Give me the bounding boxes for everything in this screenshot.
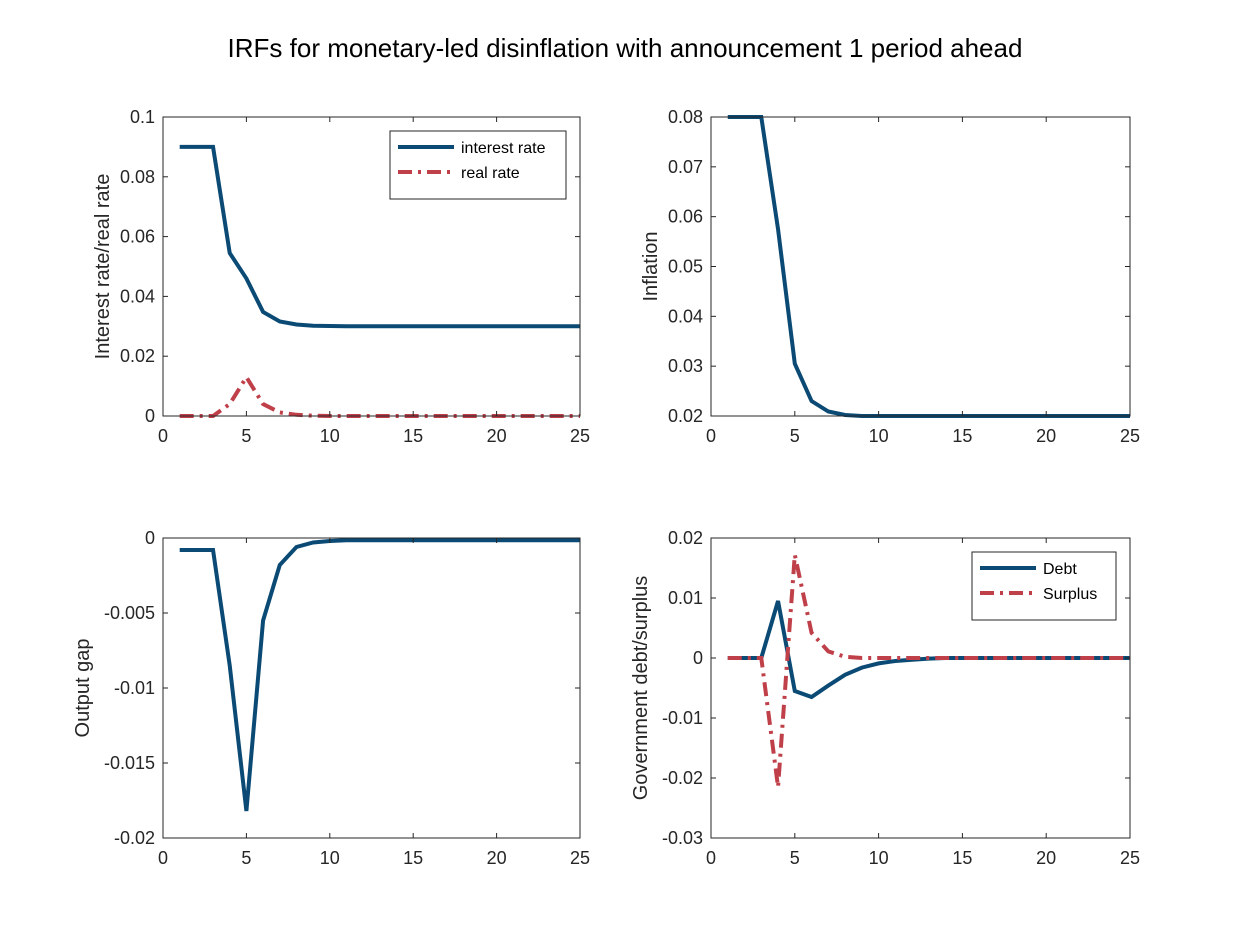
y-tick-label: 0.02	[668, 406, 703, 426]
y-tick-label: 0.04	[120, 286, 155, 306]
series-line-interest-rate	[179, 144, 580, 329]
y-tick-label: -0.01	[662, 708, 703, 728]
legend-label: Surplus	[1043, 586, 1097, 603]
chart-output-gap: 0 5 10 15 20 25 -0.02 -0.015 -0.01 -0.005 0 Output …	[72, 528, 590, 868]
y-tick-label: 0	[693, 648, 703, 668]
y-tick-label: -0.015	[104, 753, 155, 773]
axes-box	[710, 537, 1131, 839]
x-tick-label: 15	[403, 426, 423, 446]
x-tick-label: 20	[1036, 848, 1056, 868]
x-tick-label: 15	[952, 848, 972, 868]
y-tick-label: 0.04	[668, 306, 703, 326]
x-tick-label: 10	[320, 426, 340, 446]
x-tick-label: 5	[790, 848, 800, 868]
y-tick-label: 0.1	[130, 107, 155, 127]
y-tick-label: 0.02	[120, 346, 155, 366]
chart-rates: 0 5 10 15 20 25 0 0.02 0.04 0.06 0.08 0.1 Interest r…	[92, 107, 590, 446]
y-tick-label: 0.05	[668, 257, 703, 277]
figure-title: IRFs for monetary-led disinflation with …	[228, 33, 1023, 63]
chart-inflation: 0 5 10 15 20 25 0.02 0.03 0.04 0.05 0.06 0.07 0.08 In…	[640, 107, 1140, 446]
y-axis-label: Output gap	[72, 639, 94, 738]
x-tick-label: 10	[869, 426, 889, 446]
legend: Debt Surplus	[971, 551, 1117, 621]
y-axis-label: Government debt/surplus	[630, 576, 652, 801]
x-tick-label: 25	[1120, 848, 1140, 868]
x-tick-label: 15	[952, 426, 972, 446]
x-tick-label: 10	[869, 848, 889, 868]
x-tick-label: 0	[706, 426, 716, 446]
x-tick-label: 15	[403, 848, 423, 868]
x-tick-label: 20	[1036, 426, 1056, 446]
series-line-real-rate	[179, 373, 580, 418]
legend: interest rate real rate	[389, 130, 567, 200]
y-tick-label: 0.03	[668, 356, 703, 376]
legend-label: real rate	[461, 165, 520, 182]
y-tick-label: 0.06	[120, 227, 155, 247]
x-tick-label: 5	[241, 848, 251, 868]
x-tick-label: 10	[320, 848, 340, 868]
y-axis-label: Interest rate/real rate	[92, 174, 114, 360]
legend-label: interest rate	[461, 140, 546, 157]
y-axis-label: Inflation	[640, 231, 662, 301]
x-tick-label: 5	[241, 426, 251, 446]
x-tick-label: 25	[570, 848, 590, 868]
legend-box	[971, 551, 1117, 621]
x-tick-label: 0	[706, 848, 716, 868]
x-tick-label: 20	[487, 426, 507, 446]
y-tick-label: 0.07	[668, 157, 703, 177]
y-tick-label: 0.06	[668, 207, 703, 227]
legend-label: Debt	[1043, 561, 1077, 578]
y-tick-label: 0	[145, 528, 155, 548]
legend-box	[389, 130, 567, 200]
y-tick-label: 0.08	[668, 107, 703, 127]
x-tick-label: 25	[570, 426, 590, 446]
y-tick-label: -0.03	[662, 828, 703, 848]
x-tick-label: 25	[1120, 426, 1140, 446]
axes-box	[710, 116, 1131, 417]
y-tick-label: -0.02	[662, 768, 703, 788]
y-tick-label: -0.005	[104, 603, 155, 623]
series-line-inflation	[727, 115, 1130, 418]
x-tick-label: 0	[158, 426, 168, 446]
y-tick-label: -0.01	[114, 678, 155, 698]
y-tick-label: 0.08	[120, 167, 155, 187]
y-tick-label: 0.01	[668, 588, 703, 608]
y-tick-label: 0.02	[668, 528, 703, 548]
x-tick-label: 0	[158, 848, 168, 868]
y-tick-label: 0	[145, 406, 155, 426]
series-line-surplus	[727, 554, 1130, 788]
y-tick-label: -0.02	[114, 828, 155, 848]
x-tick-label: 20	[487, 848, 507, 868]
axes-box	[162, 537, 581, 839]
chart-debt-surplus: 0 5 10 15 20 25 -0.03 -0.02 -0.01 0 0.01 0.02 Govern…	[630, 528, 1140, 868]
axes-box	[162, 116, 581, 417]
series-line-output-gap	[179, 538, 580, 812]
x-tick-label: 5	[790, 426, 800, 446]
